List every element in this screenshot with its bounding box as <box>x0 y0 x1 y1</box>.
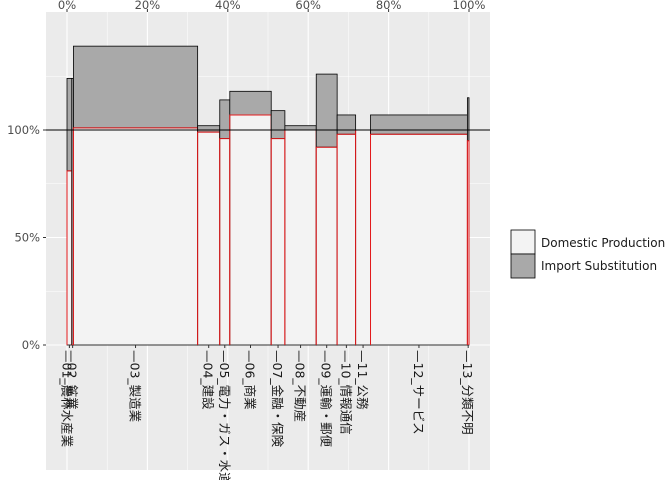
category-label: —06_商業 <box>243 350 258 410</box>
bar-3 <box>72 45 199 346</box>
bar-9 <box>315 73 338 346</box>
bar-domestic-segment <box>336 133 357 346</box>
bar-11 <box>355 129 372 346</box>
x-tick-label: 0% <box>58 0 76 12</box>
category-label: —11_公務 <box>355 350 370 410</box>
bar-domestic-segment <box>197 131 221 346</box>
bar-import-segment <box>229 90 272 116</box>
bar-import-segment <box>284 125 317 131</box>
bar-domestic-segment <box>270 138 286 346</box>
category-label: —04_建設 <box>201 350 216 410</box>
category-label: —08_不動産 <box>293 350 308 422</box>
bar-domestic-segment <box>73 127 199 346</box>
x-axis-top: 0% 20% 40% 60% 80% 100% <box>58 0 486 12</box>
category-label: —02_鉱業 <box>65 350 80 410</box>
bar-12 <box>370 114 468 346</box>
bar-import-segment <box>73 45 199 129</box>
bar-7 <box>270 110 286 346</box>
bar-domestic-segment <box>219 138 231 346</box>
legend: Domestic Production Import Substitution <box>510 229 665 279</box>
bar-domestic-outline <box>466 140 470 345</box>
y-tick-label: 100% <box>7 123 40 137</box>
legend-label-domestic: Domestic Production <box>541 236 665 250</box>
bar-6 <box>229 90 272 346</box>
y-tick-label: 50% <box>14 231 40 245</box>
bar-1 <box>66 78 73 346</box>
y-tick-label: 0% <box>22 338 40 352</box>
legend-key-domestic <box>510 229 536 255</box>
bar-import-segment <box>370 114 468 135</box>
category-label: —03_製造業 <box>128 350 143 423</box>
bar-group <box>66 45 470 346</box>
x-tick-label: 100% <box>453 0 486 12</box>
bar-import-segment <box>315 73 338 148</box>
bar-import-segment <box>336 114 357 135</box>
bar-import-segment <box>270 110 286 140</box>
category-label: —09_運輸・郵便 <box>319 350 334 448</box>
y-axis: 0% 50% 100% <box>7 123 46 352</box>
category-labels: —01_農林水産業—02_鉱業 —03_製造業 —04_建設 —05_電力・ガス・水道… <box>59 345 475 480</box>
legend-key-import <box>510 253 536 279</box>
category-label: —10_情報通信 <box>338 350 353 435</box>
x-tick-label: 80% <box>376 0 402 12</box>
bar-5 <box>219 99 231 346</box>
bar-domestic-segment <box>370 133 468 346</box>
category-label: —01_農林水産業 <box>59 350 74 448</box>
category-label: —13_分類不明 <box>460 350 475 435</box>
legend-label-import: Import Substitution <box>541 259 657 273</box>
category-label: —12_サービス <box>411 350 426 435</box>
bar-10 <box>336 114 357 346</box>
bar-domestic-segment <box>229 114 272 346</box>
x-tick-label: 60% <box>295 0 321 12</box>
bar-domestic-segment <box>66 170 73 346</box>
bar-import-segment <box>219 99 231 140</box>
bar-domestic-segment <box>315 146 338 346</box>
bar-domestic-segment <box>284 129 317 346</box>
bar-domestic-segment <box>355 129 371 346</box>
x-tick-label: 20% <box>135 0 161 12</box>
category-label: —07_金融・保険 <box>270 350 285 448</box>
bar-13 <box>466 97 470 346</box>
bar-8 <box>284 125 317 346</box>
bar-import-segment <box>466 97 470 142</box>
bar-import-segment <box>66 78 73 172</box>
bar-4 <box>197 125 221 346</box>
category-label: —05_電力・ガス・水道 <box>217 350 232 480</box>
bar-import-segment <box>197 125 221 133</box>
x-tick-label: 40% <box>215 0 241 12</box>
